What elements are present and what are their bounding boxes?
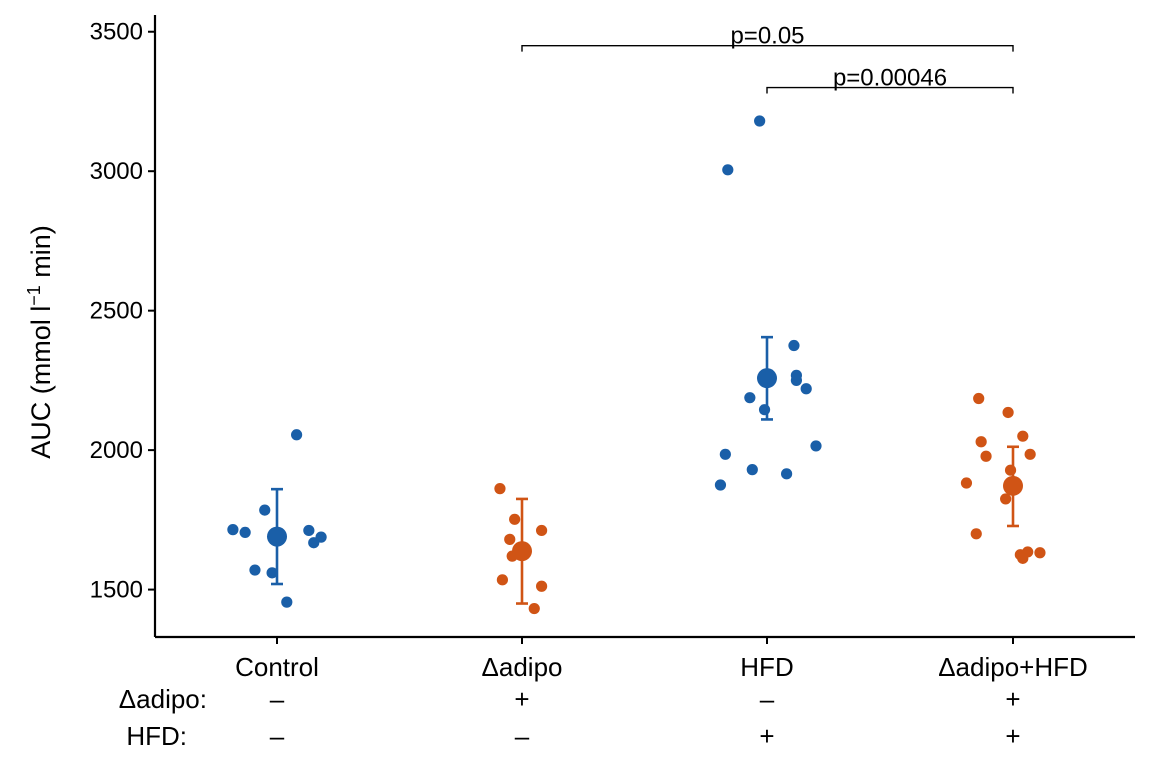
data-point [973, 392, 985, 405]
factor-value: + [759, 721, 774, 751]
factor-row: HFD: – – + + [126, 721, 1020, 751]
data-point [1024, 448, 1036, 460]
mean-point [512, 541, 532, 562]
x-tick-label: Δadipo [482, 652, 563, 682]
group-3 [960, 392, 1046, 564]
data-point [528, 602, 540, 615]
data-point [1017, 430, 1029, 442]
data-point [722, 164, 734, 176]
data-point [758, 404, 771, 416]
y-tick-label: 3000 [90, 158, 143, 185]
factor-value: + [1005, 721, 1020, 751]
y-tick-label: 1500 [90, 577, 143, 604]
data-point [259, 504, 271, 516]
y-axis-label-prefix: AUC (mmol l [26, 306, 56, 459]
significance-brackets: p=0.05 p=0.00046 [521, 23, 1014, 94]
y-axis-label-suffix: min) [26, 225, 56, 285]
data-point [1002, 406, 1014, 419]
factor-value: + [1005, 684, 1020, 714]
x-axis: Control Δadipo HFD Δadipo+HFD [155, 635, 1135, 682]
mean-point [267, 526, 287, 547]
data-point [239, 526, 251, 539]
factor-value: – [760, 684, 775, 714]
data-point [303, 524, 315, 537]
data-point [714, 479, 727, 491]
data-point [975, 436, 987, 448]
data-point [315, 531, 327, 543]
p-value-label: p=0.00046 [833, 65, 947, 92]
factor-value: – [515, 721, 530, 751]
significance-bracket: p=0.05 [521, 23, 1014, 52]
data-point [1017, 552, 1029, 564]
x-tick-label: HFD [740, 652, 793, 682]
data-point [1034, 547, 1046, 559]
data-point [281, 596, 293, 608]
mean-point [1003, 475, 1023, 496]
data-point [227, 524, 239, 536]
y-tick-label: 2000 [90, 437, 143, 464]
data-point [960, 477, 973, 489]
factor-row-label: HFD: [126, 721, 187, 751]
svg-text:AUC (mmol l−1 min): AUC (mmol l−1 min) [24, 225, 56, 459]
data-points [227, 115, 1046, 615]
data-point [1004, 464, 1017, 476]
data-point [504, 533, 516, 545]
data-point [536, 524, 548, 537]
factor-value: – [270, 684, 285, 714]
data-point [496, 574, 508, 586]
mean-point [757, 368, 777, 389]
data-point [754, 115, 766, 127]
data-point [781, 468, 793, 480]
data-point [719, 448, 731, 460]
data-point [744, 392, 756, 404]
data-point [266, 567, 278, 579]
x-tick-label: Control [235, 652, 319, 682]
bracket-line [521, 44, 1014, 52]
group-1 [494, 483, 548, 615]
data-point [494, 483, 506, 495]
data-point [291, 429, 303, 441]
factor-value: + [514, 684, 529, 714]
data-point [970, 528, 982, 540]
data-point [810, 440, 822, 452]
group-2 [714, 115, 822, 491]
factor-value: – [270, 721, 285, 751]
x-tick-label: Δadipo+HFD [938, 652, 1088, 682]
y-tick-label: 2500 [90, 298, 143, 325]
data-point [509, 513, 521, 525]
significance-bracket: p=0.00046 [766, 65, 1014, 94]
factor-row-label: Δadipo: [119, 684, 207, 714]
data-point [788, 339, 800, 352]
y-axis-label: AUC (mmol l−1 min) [24, 225, 56, 459]
y-axis-label-superscript: −1 [24, 285, 44, 306]
data-point [800, 383, 812, 395]
factor-table: Δadipo: – + – + HFD: – – + + [119, 684, 1021, 751]
data-point [249, 564, 261, 576]
data-point [536, 580, 548, 592]
data-point [980, 450, 992, 462]
y-axis: 1500 2000 2500 3000 3500 [90, 15, 157, 637]
p-value-label: p=0.05 [730, 23, 804, 50]
data-point [746, 464, 758, 476]
group-0 [227, 429, 327, 608]
data-point [1000, 493, 1012, 505]
bracket-line [766, 86, 1014, 94]
factor-row: Δadipo: – + – + [119, 684, 1021, 714]
y-tick-label: 3500 [90, 19, 143, 46]
data-point [790, 374, 803, 386]
